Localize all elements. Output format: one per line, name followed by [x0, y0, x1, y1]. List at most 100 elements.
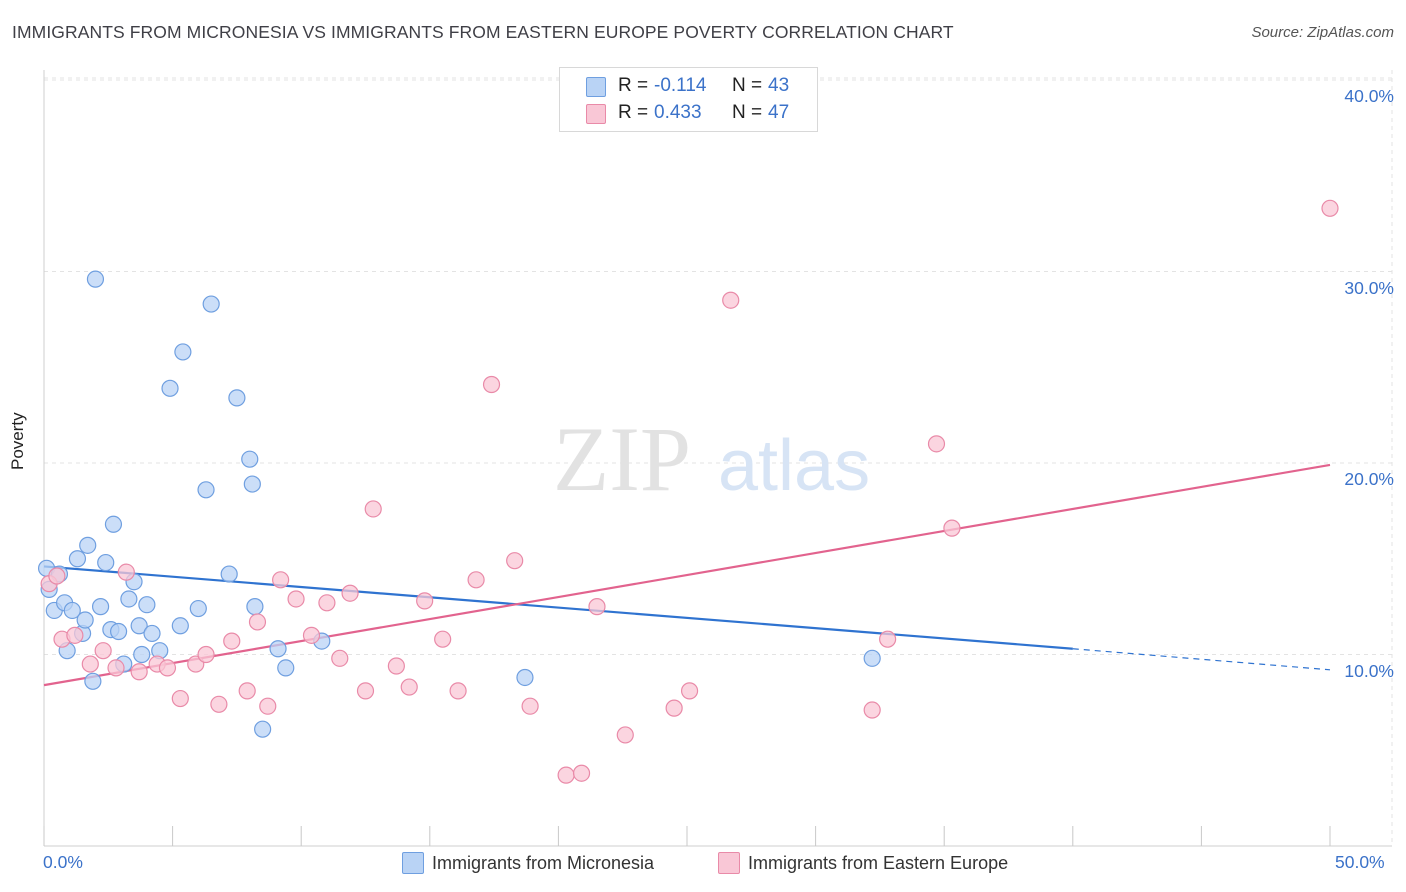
eastern-europe-point: [1321, 199, 1339, 217]
eastern-europe-point: [400, 678, 418, 696]
n-label: N =: [732, 75, 763, 96]
series-legend-micronesia[interactable]: Immigrants from Micronesia: [402, 852, 654, 874]
stats-legend: R = -0.114 N = 43 R = 0.433 N = 47: [559, 67, 818, 132]
micronesia-point: [79, 536, 97, 554]
eastern-europe-legend-label: Immigrants from Eastern Europe: [748, 853, 1009, 873]
micronesia-point: [133, 645, 151, 664]
micronesia-point: [104, 515, 123, 533]
eastern-europe-point: [364, 500, 382, 518]
micronesia-point: [277, 659, 295, 677]
eastern-europe-point: [879, 630, 897, 648]
micronesia-point: [120, 590, 138, 608]
eastern-europe-point: [943, 519, 961, 537]
y-tick-label: 40.0%: [1344, 86, 1394, 106]
y-tick-label: 10.0%: [1344, 660, 1394, 681]
points: [37, 199, 1339, 784]
eastern-europe-point: [434, 630, 452, 648]
micronesia-point: [63, 601, 81, 620]
series-legend-eastern-europe[interactable]: Immigrants from Eastern Europe: [718, 852, 1008, 874]
eastern-europe-point: [197, 645, 215, 664]
micronesia-legend-swatch: [402, 852, 424, 874]
micronesia-swatch: [586, 77, 606, 97]
watermark: ZIP atlas: [553, 408, 870, 510]
eastern-europe-point: [223, 632, 241, 650]
source-label: Source: ZipAtlas.com: [1251, 24, 1394, 41]
chart-title: IMMIGRANTS FROM MICRONESIA VS IMMIGRANTS…: [12, 22, 954, 42]
eastern-europe-point: [557, 766, 575, 784]
micronesia-point: [130, 617, 148, 635]
micronesia-point: [109, 622, 128, 641]
r-value: 0.433: [654, 102, 702, 123]
eastern-europe-point: [272, 571, 290, 589]
eastern-europe-point: [48, 567, 66, 585]
eastern-europe-point: [416, 592, 434, 610]
micronesia-point: [254, 720, 272, 738]
eastern-europe-point: [722, 291, 740, 309]
micronesia-point: [228, 389, 246, 407]
eastern-europe-point: [66, 626, 84, 644]
eastern-europe-point: [356, 682, 375, 700]
micronesia-point: [86, 270, 105, 288]
micronesia-point: [76, 611, 94, 629]
micronesia-point: [171, 617, 189, 635]
eastern-europe-point: [588, 598, 606, 616]
eastern-europe-point: [506, 552, 524, 570]
y-tick-label: 30.0%: [1344, 277, 1394, 298]
eastern-europe-point: [449, 682, 467, 700]
eastern-europe-point: [287, 590, 305, 608]
r-label: R =: [618, 75, 649, 96]
eastern-europe-point: [158, 659, 177, 677]
eastern-europe-point: [927, 435, 946, 453]
micronesia-point: [91, 598, 110, 616]
eastern-europe-point: [521, 697, 539, 715]
grid-lines: [44, 70, 1393, 846]
eastern-europe-point: [117, 563, 135, 581]
micronesia-point: [97, 553, 115, 572]
micronesia-point: [161, 379, 179, 397]
eastern-europe-point: [107, 659, 125, 677]
axes: [43, 70, 1392, 847]
micronesia-point: [197, 481, 215, 499]
micronesia-point: [863, 649, 881, 667]
n-value: 43: [768, 75, 790, 96]
n-label: N =: [732, 102, 763, 123]
r-label: R =: [618, 102, 649, 123]
n-value: 47: [768, 102, 790, 123]
eastern-europe-swatch: [586, 104, 606, 124]
x-tick-label-max: 50.0%: [1335, 852, 1385, 872]
micronesia-legend-label: Immigrants from Micronesia: [432, 853, 655, 873]
eastern-europe-point: [318, 594, 336, 612]
trend-lines: [43, 463, 1331, 687]
eastern-europe-point: [248, 613, 267, 631]
eastern-europe-point: [238, 682, 256, 700]
micronesia-point: [220, 565, 238, 583]
eastern-europe-point: [302, 626, 321, 644]
x-tick-label-min: 0.0%: [43, 852, 83, 872]
watermark-zip: ZIP: [553, 408, 691, 510]
eastern-europe-point: [210, 695, 228, 713]
eastern-europe-trend-line: [43, 463, 1331, 687]
micronesia-point: [243, 475, 261, 493]
micronesia-point: [189, 599, 207, 618]
y-tick-label: 20.0%: [1344, 469, 1394, 489]
micronesia-point: [143, 624, 161, 643]
eastern-europe-point: [387, 657, 405, 675]
micronesia-point: [241, 450, 259, 468]
eastern-europe-point: [863, 701, 881, 719]
eastern-europe-point: [616, 726, 634, 744]
micronesia-point: [138, 596, 156, 614]
eastern-europe-point: [341, 584, 359, 602]
micronesia-trend-line: [43, 565, 1073, 650]
eastern-europe-point: [572, 764, 591, 782]
micronesia-point: [246, 598, 264, 616]
eastern-europe-point: [467, 571, 485, 589]
eastern-europe-point: [331, 649, 349, 667]
micronesia-point: [269, 640, 287, 658]
watermark-atlas: atlas: [718, 426, 870, 506]
eastern-europe-point: [94, 642, 112, 660]
eastern-europe-point: [680, 682, 699, 700]
eastern-europe-point: [482, 375, 501, 394]
micronesia-point: [68, 550, 87, 568]
eastern-europe-point: [130, 663, 148, 681]
